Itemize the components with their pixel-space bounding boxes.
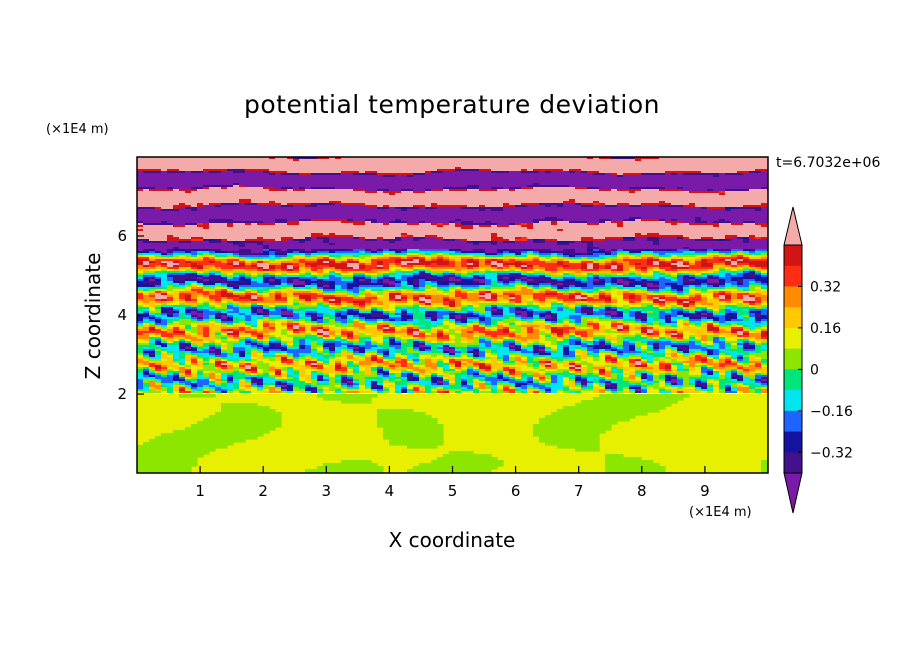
colorbar-swatch (784, 348, 802, 370)
y-tick-label: 4 (117, 306, 127, 324)
colorbar-swatch (784, 390, 802, 412)
colorbar-tick-label: 0.32 (810, 279, 841, 295)
x-tick-label: 8 (637, 482, 647, 500)
colorbar-swatch (784, 286, 802, 308)
colorbar-swatch (784, 307, 802, 329)
colorbar-tick-label: 0.16 (810, 321, 841, 337)
colorbar-extend-min (783, 472, 803, 514)
colorbar-swatch (784, 265, 802, 287)
colorbar-frame (783, 244, 803, 474)
colorbar-swatch (784, 410, 802, 432)
colorbar-swatch (784, 327, 802, 350)
colorbar-swatch (784, 431, 802, 453)
x-unit-label: (×1E4 m) (689, 505, 752, 520)
colorbar-extend-max (783, 206, 803, 246)
x-tick-label: 2 (258, 482, 268, 500)
plot-area: 1 2 3 4 5 6 7 8 9 2 4 6 (117, 156, 769, 500)
chart-title: potential temperature deviation (244, 90, 660, 119)
x-axis: 1 2 3 4 5 6 7 8 9 (195, 466, 710, 500)
x-tick-label: 6 (511, 482, 521, 500)
x-tick-label: 9 (700, 482, 710, 500)
y-tick-label: 6 (117, 227, 127, 245)
y-tick-label: 2 (117, 385, 127, 403)
colorbar-swatch (784, 245, 802, 267)
colorbar-swatch (784, 369, 802, 391)
colorbar-tick-label: 0 (810, 362, 819, 378)
y-axis-title: Z coordinate (81, 253, 105, 380)
time-label: t=6.7032e+06 (776, 155, 880, 171)
y-unit-label: (×1E4 m) (46, 122, 109, 137)
x-tick-label: 5 (448, 482, 458, 500)
colorbar-swatch (784, 452, 802, 474)
colorbar: 0.32 0.16 0 −0.16 −0.32 (783, 206, 853, 514)
colorbar-tick-label: −0.32 (810, 445, 853, 461)
x-tick-label: 1 (195, 482, 205, 500)
field-lower-layer (137, 394, 768, 473)
x-tick-label: 3 (322, 482, 332, 500)
x-tick-label: 4 (385, 482, 395, 500)
x-tick-label: 7 (574, 482, 584, 500)
colorbar-tick-label: −0.16 (810, 404, 853, 420)
y-axis: 2 4 6 (117, 227, 144, 403)
x-axis-title: X coordinate (389, 528, 516, 552)
field-upper-layer (137, 157, 768, 393)
